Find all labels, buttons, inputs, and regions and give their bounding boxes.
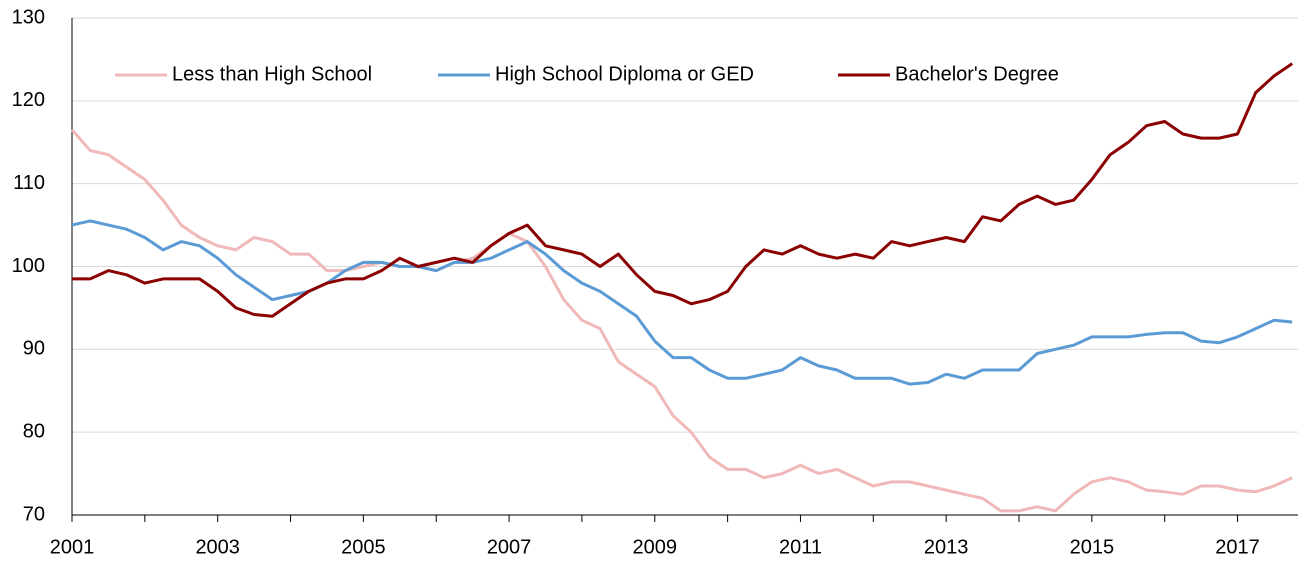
series-line (70, 128, 1293, 513)
y-tick-label: 130 (12, 6, 45, 28)
x-tick-label: 2003 (195, 536, 240, 558)
x-tick-label: 2009 (633, 536, 678, 558)
legend-label: Bachelor's Degree (895, 63, 1059, 85)
legend-label: Less than High School (172, 63, 372, 85)
y-tick-label: 110 (13, 172, 45, 194)
series-line (71, 219, 1293, 386)
x-tick-label: 2005 (341, 536, 386, 558)
x-tick-label: 2017 (1215, 536, 1260, 558)
x-tick-label: 2013 (924, 536, 969, 558)
y-tick-label: 70 (23, 503, 45, 525)
y-tick-label: 100 (12, 255, 45, 277)
y-tick-label: 90 (23, 338, 45, 360)
legend-label: High School Diploma or GED (495, 63, 754, 85)
y-tick-label: 80 (23, 420, 45, 442)
x-tick-label: 2011 (779, 536, 822, 558)
x-tick-label: 2015 (1070, 536, 1115, 558)
series-line (72, 62, 1294, 318)
x-tick-label: 2001 (50, 536, 95, 558)
x-tick-label: 2007 (487, 536, 532, 558)
y-tick-label: 120 (12, 89, 45, 111)
